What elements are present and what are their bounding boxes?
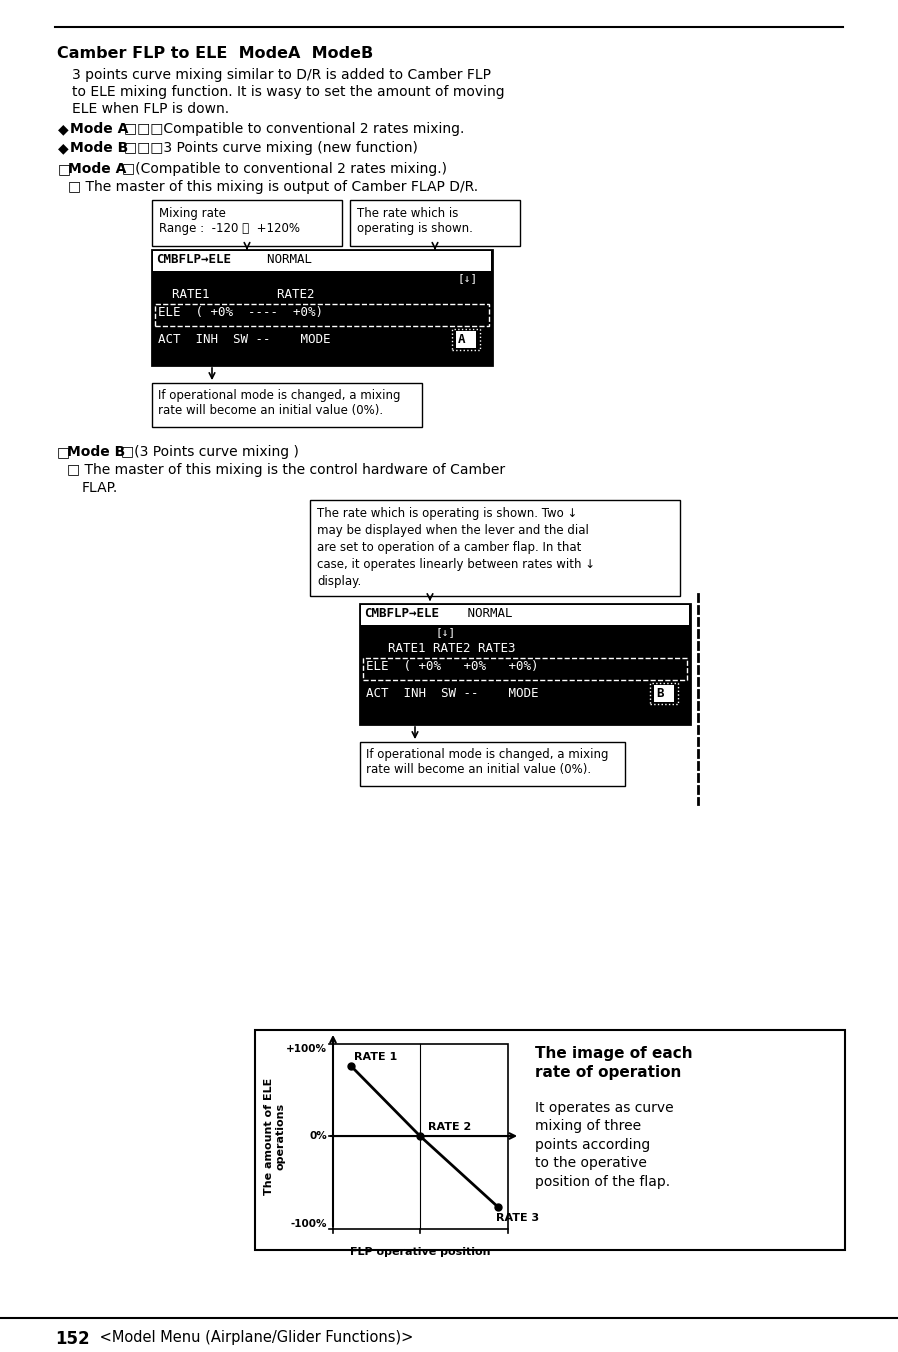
Text: ACT  INH  SW --    MODE: ACT INH SW -- MODE: [158, 333, 330, 346]
Bar: [310, 500, 680, 596]
Text: □: □: [58, 162, 71, 176]
Text: RATE 3: RATE 3: [496, 1213, 539, 1224]
Text: If operational mode is changed, a mixing: If operational mode is changed, a mixing: [366, 748, 609, 761]
Bar: [152, 383, 422, 427]
Text: If operational mode is changed, a mixing: If operational mode is changed, a mixing: [158, 389, 401, 402]
Text: □(Compatible to conventional 2 rates mixing.): □(Compatible to conventional 2 rates mix…: [122, 162, 447, 176]
Bar: [152, 200, 342, 246]
Text: 152: 152: [55, 1330, 90, 1348]
Text: The image of each
rate of operation: The image of each rate of operation: [535, 1046, 692, 1080]
Text: ACT  INH  SW --    MODE: ACT INH SW -- MODE: [366, 687, 539, 700]
Text: Range :  -120 〜  +120%: Range : -120 〜 +120%: [159, 222, 300, 235]
Text: Mode B: Mode B: [70, 141, 128, 155]
Text: Mode A: Mode A: [70, 122, 128, 137]
Text: rate will become an initial value (0%).: rate will become an initial value (0%).: [158, 404, 383, 416]
Text: RATE 1: RATE 1: [354, 1052, 397, 1063]
Bar: [255, 1030, 845, 1251]
Text: may be displayed when the lever and the dial: may be displayed when the lever and the …: [317, 525, 589, 537]
Text: ELE  ( +0%  ----  +0%): ELE ( +0% ---- +0%): [158, 306, 323, 319]
Text: Mixing rate: Mixing rate: [159, 207, 226, 220]
Text: ELE when FLP is down.: ELE when FLP is down.: [72, 101, 229, 116]
Text: □ The master of this mixing is the control hardware of Camber: □ The master of this mixing is the contr…: [67, 462, 505, 477]
Text: CMBFLP→ELE: CMBFLP→ELE: [364, 607, 439, 621]
Text: to ELE mixing function. It is wasy to set the amount of moving: to ELE mixing function. It is wasy to se…: [72, 85, 505, 99]
Text: are set to operation of a camber flap. In that: are set to operation of a camber flap. I…: [317, 541, 581, 554]
Text: display.: display.: [317, 575, 361, 588]
Text: rate will become an initial value (0%).: rate will become an initial value (0%).: [366, 763, 591, 776]
Text: Camber FLP to ELE  ModeA  ModeB: Camber FLP to ELE ModeA ModeB: [57, 46, 374, 61]
Bar: [650, 683, 678, 704]
Text: □ The master of this mixing is output of Camber FLAP D/R.: □ The master of this mixing is output of…: [68, 180, 478, 193]
Text: FLP operative position: FLP operative position: [349, 1247, 490, 1257]
Text: [↓]: [↓]: [457, 273, 477, 283]
Text: RATE 2: RATE 2: [428, 1122, 471, 1132]
Bar: [350, 200, 520, 246]
Bar: [333, 1044, 508, 1229]
Text: Mode A: Mode A: [68, 162, 127, 176]
Text: case, it operates linearly between rates with ↓: case, it operates linearly between rates…: [317, 558, 595, 571]
Text: [↓]: [↓]: [435, 627, 455, 637]
Text: RATE1         RATE2: RATE1 RATE2: [172, 288, 314, 301]
Text: B: B: [656, 687, 664, 700]
Text: □(3 Points curve mixing ): □(3 Points curve mixing ): [121, 445, 299, 458]
Text: □□□3 Points curve mixing (new function): □□□3 Points curve mixing (new function): [124, 141, 418, 155]
Bar: [654, 685, 674, 702]
Bar: [361, 604, 689, 625]
Bar: [152, 250, 492, 365]
Text: ◆: ◆: [58, 141, 68, 155]
Bar: [360, 742, 625, 786]
Text: RATE1 RATE2 RATE3: RATE1 RATE2 RATE3: [388, 642, 515, 654]
Text: It operates as curve
mixing of three
points according
to the operative
position : It operates as curve mixing of three poi…: [535, 1101, 674, 1188]
Bar: [153, 251, 491, 270]
Text: <Model Menu (Airplane/Glider Functions)>: <Model Menu (Airplane/Glider Functions)>: [95, 1330, 413, 1345]
Text: FLAP.: FLAP.: [82, 481, 119, 495]
Text: operating is shown.: operating is shown.: [357, 222, 473, 235]
Text: □□□Compatible to conventional 2 rates mixing.: □□□Compatible to conventional 2 rates mi…: [124, 122, 464, 137]
Bar: [360, 604, 690, 725]
Text: Mode B: Mode B: [67, 445, 125, 458]
Bar: [456, 331, 476, 347]
Text: The rate which is operating is shown. Two ↓: The rate which is operating is shown. Tw…: [317, 507, 577, 521]
Text: ◆: ◆: [58, 122, 68, 137]
Text: □: □: [57, 445, 70, 458]
Text: The rate which is: The rate which is: [357, 207, 458, 220]
Text: 0%: 0%: [309, 1132, 327, 1141]
Text: CMBFLP→ELE: CMBFLP→ELE: [156, 253, 231, 266]
Text: +100%: +100%: [286, 1044, 327, 1055]
Text: The amount of ELE
operations: The amount of ELE operations: [264, 1078, 286, 1195]
Text: NORMAL: NORMAL: [252, 253, 312, 266]
Text: -100%: -100%: [290, 1220, 327, 1229]
Bar: [452, 329, 480, 350]
Text: ELE  ( +0%   +0%   +0%): ELE ( +0% +0% +0%): [366, 660, 539, 673]
Bar: [155, 304, 489, 326]
Bar: [363, 658, 687, 680]
Text: 3 points curve mixing similar to D/R is added to Camber FLP: 3 points curve mixing similar to D/R is …: [72, 68, 491, 82]
Text: NORMAL: NORMAL: [460, 607, 513, 621]
Text: A: A: [458, 333, 465, 346]
